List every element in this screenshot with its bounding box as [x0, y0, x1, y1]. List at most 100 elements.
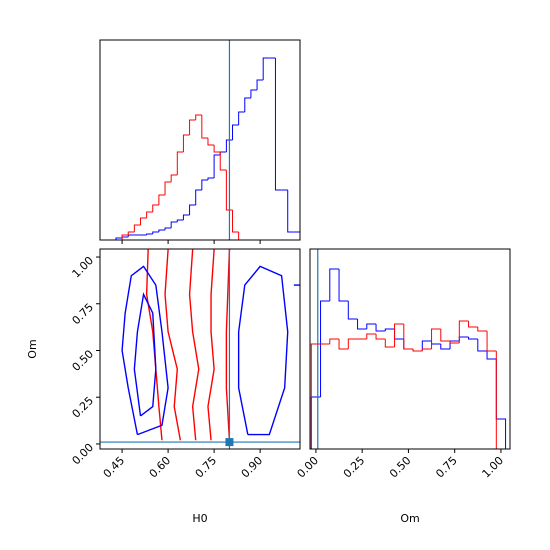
histogram-bin	[384, 339, 395, 348]
histogram-bin	[403, 324, 414, 350]
y-tick-label: 0.25	[70, 394, 97, 421]
histogram-bin	[170, 174, 178, 182]
x-tick-label: 0.00	[295, 454, 322, 481]
histogram-bin	[121, 234, 129, 240]
h0-histogram-panel	[99, 39, 301, 244]
histogram-bin	[127, 231, 135, 235]
histogram-bin	[458, 320, 469, 343]
histogram-bin	[213, 145, 221, 153]
x-tick-label: 0.25	[341, 454, 368, 481]
histogram-bin	[347, 338, 358, 349]
histogram-bin	[431, 341, 441, 345]
histogram-bin	[329, 268, 340, 301]
histogram-bin	[127, 234, 135, 237]
histogram-bin	[394, 329, 404, 340]
histogram-bin	[421, 348, 432, 351]
y-axis-label: Om	[26, 339, 39, 358]
histogram-bin	[219, 152, 227, 171]
histogram-bin	[225, 170, 233, 211]
histogram-bin	[195, 114, 202, 120]
histogram-bin	[182, 134, 190, 152]
x-tick-label: 0.90	[239, 454, 266, 481]
histogram-bin	[176, 219, 184, 222]
histogram-bin	[262, 57, 270, 80]
contour-line	[121, 265, 169, 436]
x-tick-label: 0.75	[193, 454, 220, 481]
histogram-bin	[158, 229, 166, 232]
histogram-bin	[347, 301, 358, 320]
histogram-bin	[115, 237, 123, 240]
histogram-bin	[287, 190, 294, 233]
histogram-bin	[495, 359, 507, 449]
histogram-bin	[440, 344, 451, 350]
histogram-bin	[366, 333, 377, 339]
histogram-bin	[238, 111, 245, 125]
histogram-bin	[164, 181, 172, 195]
panel-frame	[309, 248, 511, 450]
y-tick-label: 1.00	[70, 254, 97, 281]
x-tick-label: 1.00	[480, 454, 507, 481]
contour-panel	[100, 249, 300, 449]
histogram-bin	[449, 341, 460, 344]
y-tick-label: 0.00	[70, 441, 97, 468]
histogram-bin	[329, 338, 340, 344]
histogram-bin	[458, 336, 469, 341]
histogram-bin	[366, 323, 377, 329]
histogram-bin	[232, 124, 239, 140]
x-axis-label: Om	[400, 512, 419, 525]
x-axis-label: H0	[192, 512, 207, 525]
histogram-bin	[139, 217, 147, 225]
y-tick-label: 0.75	[70, 301, 97, 328]
panel-frame	[99, 248, 301, 450]
histogram-bin	[213, 154, 221, 178]
truth-marker	[225, 438, 234, 447]
histogram-bin	[189, 204, 196, 215]
contour-line	[237, 265, 289, 436]
histogram-bin	[195, 189, 202, 205]
contour-line	[207, 249, 215, 441]
histogram-bin	[176, 151, 184, 175]
x-tick-label: 0.75	[433, 454, 460, 481]
contour-axes: 0.45 0.60 0.75 0.90 0.00 0.25 0.50 0.75 1.00	[70, 248, 301, 481]
histogram-bin	[486, 351, 497, 360]
histogram-bin	[152, 204, 159, 212]
histogram-bin	[486, 331, 497, 352]
x-tick-label: 0.50	[387, 454, 414, 481]
histogram-bin	[250, 89, 258, 98]
histogram-bin	[121, 236, 129, 238]
histogram-bin	[468, 337, 478, 340]
contour-line	[188, 249, 200, 441]
histogram-bin	[189, 119, 196, 135]
histogram-bin	[219, 151, 227, 155]
y-tick-label: 0.50	[70, 347, 97, 374]
histogram-bin	[274, 58, 282, 191]
histogram-bin	[182, 214, 190, 220]
histogram-bin	[310, 396, 321, 449]
histogram-bin	[170, 221, 178, 228]
histogram-bin	[375, 334, 386, 340]
x-tick-label: 0.60	[147, 454, 174, 481]
histogram-bin	[338, 269, 349, 302]
histogram-bin	[468, 321, 478, 328]
histogram-bin	[207, 138, 215, 146]
histogram-bin	[256, 79, 264, 90]
histogram-bin	[146, 211, 153, 218]
histogram-bin	[384, 328, 395, 331]
histogram-bin	[207, 177, 215, 180]
contour-line	[164, 249, 182, 441]
histogram-bin	[357, 319, 367, 330]
histogram-bin	[449, 340, 460, 349]
histogram-bin	[394, 323, 404, 347]
histogram-bin	[238, 232, 245, 241]
histogram-bin	[232, 210, 239, 233]
histogram-bin	[152, 231, 159, 234]
x-tick-label: 0.45	[101, 454, 128, 481]
histogram-bin	[158, 194, 166, 205]
histogram-bin	[133, 224, 141, 232]
histogram-bin	[164, 227, 172, 230]
contour-line	[133, 292, 157, 417]
histogram-bin	[375, 324, 386, 332]
histogram-bin	[431, 328, 441, 349]
